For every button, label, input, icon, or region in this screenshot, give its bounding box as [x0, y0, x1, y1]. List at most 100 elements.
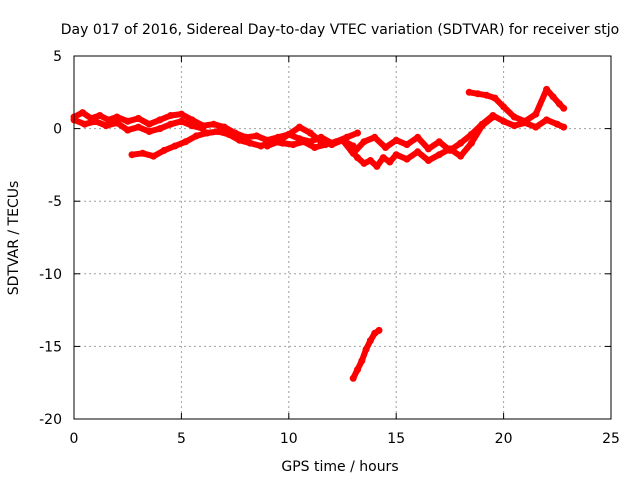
data-point [349, 374, 357, 382]
data-point [358, 357, 366, 365]
data-point [549, 93, 557, 101]
data-point [182, 138, 190, 146]
data-point [491, 94, 499, 102]
data-point [124, 126, 132, 134]
data-point [360, 159, 368, 167]
data-point [360, 138, 368, 146]
data-point [150, 152, 157, 160]
data-point [134, 114, 142, 122]
chart-title: Day 017 of 2016, Sidereal Day-to-day VTE… [61, 22, 619, 38]
plot-frame [73, 55, 612, 420]
data-point [500, 117, 508, 125]
data-point [403, 155, 411, 163]
data-point [382, 144, 389, 151]
data-point [210, 120, 218, 128]
data-point [79, 109, 87, 117]
data-point [317, 138, 325, 146]
data-point [113, 119, 121, 127]
y-axis-label: SDTVAR / TECUs [6, 181, 22, 296]
data-point [81, 120, 89, 128]
data-point [145, 120, 153, 128]
data-point [188, 122, 196, 130]
data-point [289, 141, 297, 149]
ticks [73, 55, 612, 420]
data-point [373, 162, 381, 170]
data-point [424, 145, 432, 153]
data-point [560, 104, 568, 112]
x-tick-label: 5 [177, 431, 186, 447]
x-axis-label: GPS time / hours [281, 459, 398, 475]
data-point [167, 112, 175, 119]
grid [74, 56, 611, 419]
data-point [489, 113, 497, 121]
data-point [192, 132, 200, 140]
data-point [379, 154, 387, 162]
data-point [555, 100, 563, 108]
data-point [263, 142, 271, 150]
data-point [225, 130, 233, 138]
data-point [371, 133, 379, 141]
data-point [435, 151, 443, 159]
data-point [246, 139, 254, 147]
data-point [521, 117, 529, 125]
data-point [403, 141, 411, 149]
data-point [274, 138, 282, 146]
data-point [560, 123, 568, 131]
data-point [543, 85, 551, 93]
x-tick-label: 10 [280, 431, 298, 447]
data-point [354, 154, 361, 162]
y-tick-label: -5 [48, 194, 62, 210]
data-point [139, 149, 147, 157]
data-point [214, 128, 222, 135]
data-point [188, 116, 196, 124]
data-point [366, 157, 374, 164]
y-tick-label: -15 [39, 339, 62, 355]
data-point [362, 345, 370, 353]
data-point [171, 142, 179, 150]
data-point [354, 366, 361, 374]
data-point [500, 103, 508, 111]
tick-labels: 0 5 10 15 20 25 5 0 -5 -10 -15 -20 [39, 49, 620, 447]
data-point [478, 122, 486, 130]
data-point [96, 112, 104, 119]
data-point [510, 122, 518, 130]
data-point [285, 130, 293, 138]
x-tick-label: 0 [70, 431, 79, 447]
series-track-3 [129, 128, 361, 160]
data-point [124, 117, 132, 125]
data-point [386, 158, 394, 166]
data-point [253, 132, 261, 140]
data-point [102, 122, 110, 130]
data-point [510, 113, 518, 121]
data-point [375, 326, 383, 334]
data-point [92, 117, 99, 125]
data-point [220, 123, 228, 131]
data-point [113, 113, 121, 121]
data-point [474, 90, 482, 98]
data-point [354, 129, 361, 137]
y-tick-label: -10 [39, 267, 62, 283]
data-point [366, 337, 374, 345]
data-point [424, 157, 432, 164]
data-point [392, 136, 400, 144]
data-point [543, 116, 551, 124]
data-point [311, 144, 319, 151]
data-point [145, 128, 153, 135]
data-point [156, 116, 164, 124]
data-point [339, 136, 346, 144]
data-point [177, 110, 185, 118]
data-point [199, 125, 207, 133]
data-point [160, 146, 168, 154]
data-point [306, 129, 314, 137]
data-point [235, 136, 243, 144]
data-point [467, 139, 475, 147]
data-point [167, 120, 175, 128]
data-point [296, 123, 303, 131]
y-tick-label: 0 [53, 122, 62, 138]
y-tick-label: 5 [53, 49, 62, 65]
data-point [482, 91, 490, 99]
data-point [134, 123, 142, 131]
data-point [300, 138, 308, 146]
data-point [257, 142, 265, 150]
